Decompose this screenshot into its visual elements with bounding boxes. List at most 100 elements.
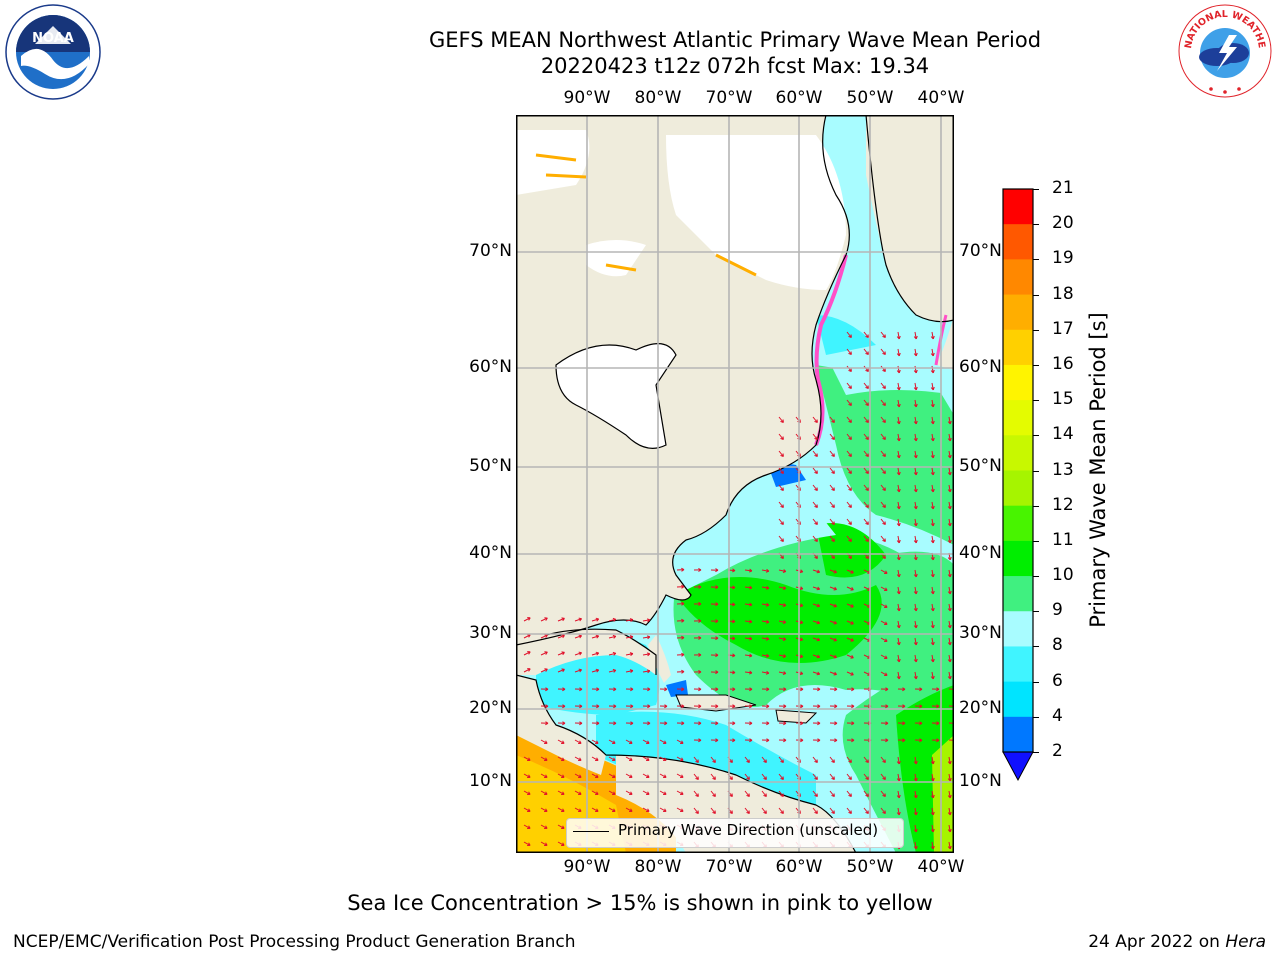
wave-vector	[897, 348, 900, 356]
wave-vector-head	[913, 420, 918, 425]
wave-vector-head	[882, 521, 886, 525]
colorbar-tick-mark	[1033, 224, 1039, 226]
wave-vector-head	[800, 738, 804, 743]
wave-vector	[540, 807, 548, 812]
wave-vector-head	[596, 687, 600, 692]
wave-vector-head	[780, 793, 784, 797]
colorbar-tick-label: 11	[1052, 529, 1074, 550]
wave-vector	[880, 756, 886, 763]
wave-vector-head	[913, 590, 918, 595]
wave-vector	[761, 773, 767, 780]
wave-vector-head	[930, 420, 935, 425]
wave-period-map	[516, 115, 954, 853]
wave-vector-head	[629, 757, 633, 761]
colorbar-tick-mark	[1033, 505, 1039, 507]
wave-vector	[829, 450, 835, 457]
wave-vector-head	[595, 634, 600, 639]
wave-vector	[540, 790, 548, 795]
wave-vector-head	[561, 774, 565, 778]
wave-vector	[897, 790, 900, 798]
wave-vector-head	[913, 573, 918, 578]
wave-vector-head	[783, 687, 787, 692]
wave-vector	[557, 773, 565, 778]
coastline	[516, 674, 857, 853]
wave-vector-head	[833, 671, 837, 676]
noaa-logo: NOAA	[5, 4, 101, 100]
wave-vector	[897, 484, 900, 492]
wave-vector-head	[647, 704, 651, 709]
wave-vector	[744, 620, 752, 623]
wave-vector-head	[732, 619, 736, 624]
wave-vector-head	[913, 658, 918, 663]
colorbar-segment	[1003, 364, 1033, 401]
wave-vector	[778, 450, 784, 457]
wave-vector	[574, 635, 582, 639]
wave-vector-head	[663, 740, 667, 744]
wave-vector	[744, 586, 752, 589]
wave-vector	[863, 773, 869, 780]
wave-vector-head	[882, 759, 886, 763]
wave-vector-head	[848, 470, 852, 474]
wave-vector	[812, 416, 818, 423]
wave-vector-head	[947, 505, 952, 510]
wave-vector-head	[715, 721, 719, 726]
map-frame	[516, 115, 954, 853]
wave-vector-head	[882, 351, 886, 355]
wave-vector-head	[780, 419, 784, 423]
wave-vector-head	[595, 774, 599, 778]
wave-vector	[880, 773, 886, 780]
wave-vector	[931, 416, 934, 424]
colorbar-tick-label: 19	[1052, 248, 1074, 269]
wave-vector-head	[816, 586, 821, 591]
wave-vector	[557, 634, 565, 639]
wave-vector	[914, 824, 917, 832]
wave-vector-head	[698, 567, 702, 572]
wave-vector-head	[748, 619, 753, 624]
wave-vector-head	[913, 675, 918, 680]
wave-vector-head	[732, 738, 736, 743]
wave-vector	[948, 620, 951, 628]
wave-vector-head	[612, 651, 617, 656]
wave-vector	[880, 807, 886, 814]
wave-vector-head	[814, 759, 818, 763]
wave-vector-head	[882, 810, 886, 814]
wave-vector-head	[913, 369, 918, 374]
wave-vector	[778, 671, 786, 674]
graticule	[516, 115, 954, 853]
wave-vector	[625, 653, 633, 656]
wave-vector-head	[578, 808, 582, 812]
wave-vector-head	[782, 569, 787, 573]
wave-vector	[778, 790, 784, 797]
wave-vector-head	[561, 842, 565, 846]
wave-vector-head	[816, 569, 821, 574]
wave-vector	[948, 433, 951, 441]
wave-vector-head	[902, 704, 906, 709]
wave-vector-head	[765, 568, 770, 573]
colorbar-tick-label: 18	[1052, 283, 1074, 304]
wave-vector	[880, 586, 888, 591]
wave-vector-head	[882, 555, 886, 559]
wave-vector-head	[629, 740, 633, 744]
coastline	[865, 115, 954, 323]
wave-vector	[778, 416, 784, 423]
wave-vector	[948, 484, 951, 492]
wave-vector	[948, 535, 951, 543]
wave-vector-head	[780, 810, 784, 814]
wave-vector	[608, 773, 616, 778]
wave-vector-head	[930, 522, 935, 527]
wave-vector	[676, 807, 684, 812]
wave-vector-head	[646, 791, 650, 795]
wave-vector	[863, 467, 869, 474]
wave-vector	[778, 603, 786, 606]
lat-label-right: 40°N	[959, 543, 1002, 563]
wave-vector-head	[698, 738, 702, 743]
colorbar-segment	[1003, 540, 1033, 577]
period-zone-6-8	[816, 315, 876, 355]
wave-vector	[778, 773, 784, 780]
wave-vector-head	[913, 794, 918, 799]
wave-vector-head	[732, 653, 736, 658]
wave-vector	[761, 790, 767, 797]
wave-vector-head	[850, 638, 854, 642]
lon-label-top: 50°W	[846, 88, 894, 108]
wave-vector	[846, 535, 852, 542]
